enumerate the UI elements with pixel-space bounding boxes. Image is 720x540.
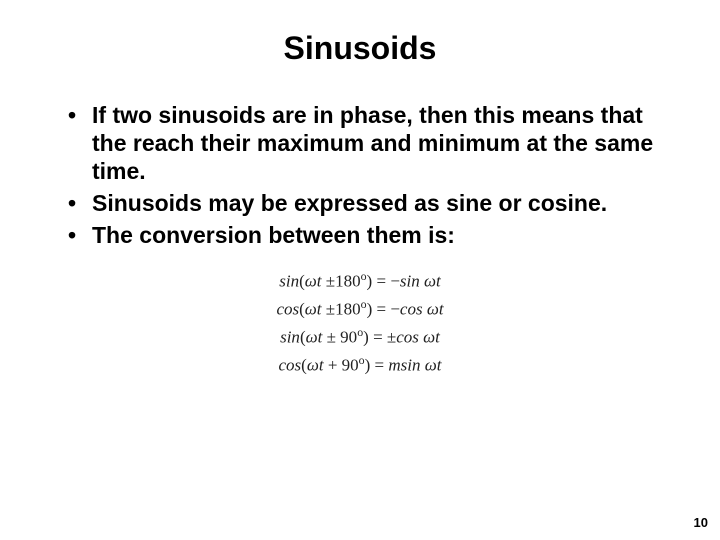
slide-title: Sinusoids xyxy=(40,30,680,67)
bullet-item: Sinusoids may be expressed as sine or co… xyxy=(68,189,680,217)
slide: Sinusoids If two sinusoids are in phase,… xyxy=(0,0,720,540)
equation-3: sin(ωt ± 90o) = ±cos ωt xyxy=(40,323,680,351)
bullet-list: If two sinusoids are in phase, then this… xyxy=(40,101,680,249)
equation-2: cos(ωt ±180o) = −cos ωt xyxy=(40,295,680,323)
bullet-item: If two sinusoids are in phase, then this… xyxy=(68,101,680,185)
equation-block: sin(ωt ±180o) = −sin ωt cos(ωt ±180o) = … xyxy=(40,267,680,379)
bullet-item: The conversion between them is: xyxy=(68,221,680,249)
equation-1: sin(ωt ±180o) = −sin ωt xyxy=(40,267,680,295)
equation-4: cos(ωt + 90o) = msin ωt xyxy=(40,351,680,379)
page-number: 10 xyxy=(694,515,708,530)
